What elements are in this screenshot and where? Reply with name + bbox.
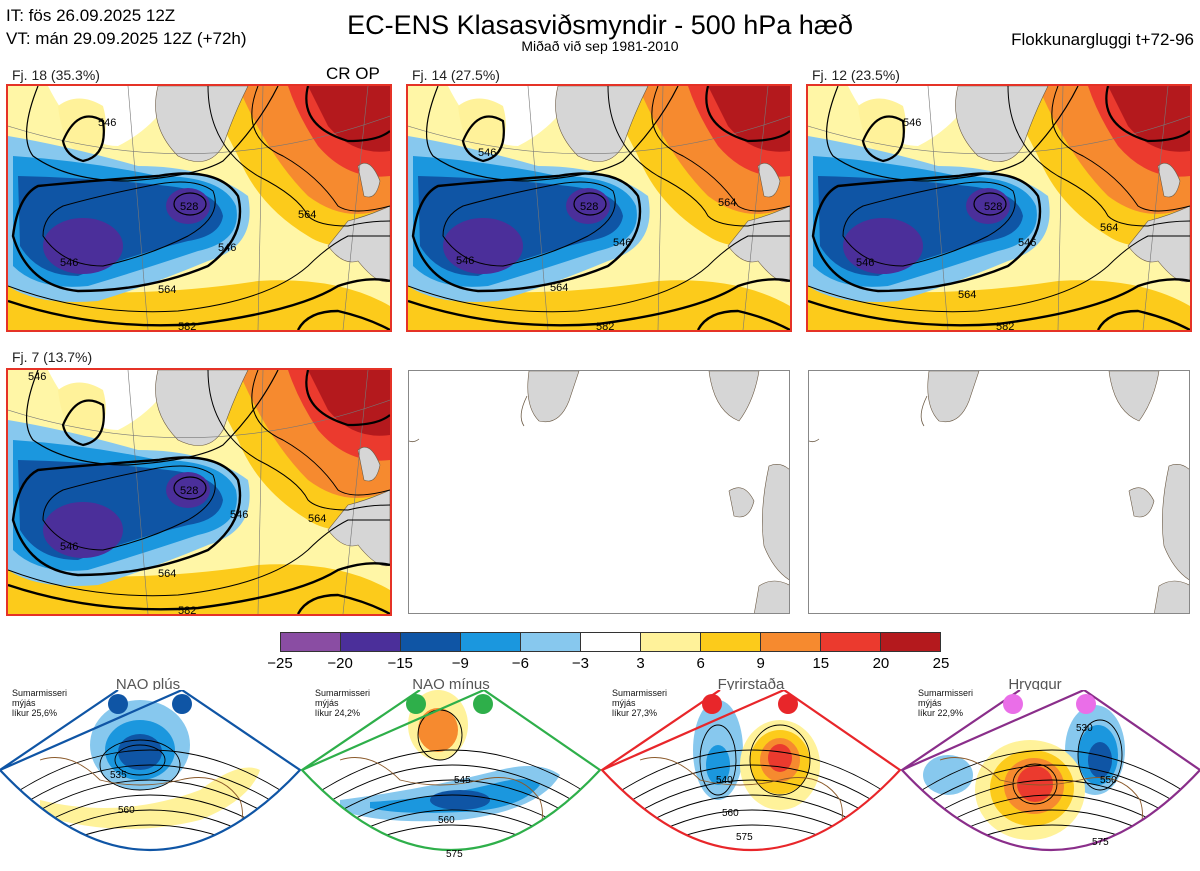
colorbar-swatch [821,633,881,651]
cluster-2-map: 546 528 546 546 564 564 582 [406,84,792,332]
contour-label: 546 [28,371,46,383]
regime-1-info: Sumarmisseri mýjás líkur 25,6% [12,688,68,718]
colorbar-tick: 15 [812,655,830,672]
cluster-3-map: 546 528 546 546 564 564 582 [806,84,1192,332]
contour-label: 560 [438,815,455,826]
contour-label: 575 [736,832,753,843]
regime-1-name: NAO plús [115,676,181,693]
contour-label: 564 [550,282,568,294]
regime-4-info: Sumarmisseri mýjás líkur 22,9% [918,688,974,718]
colorbar-swatch [701,633,761,651]
contour-label: 528 [180,201,198,213]
page-subtitle: Miðað við sep 1981-2010 [521,38,679,54]
contour-label: 528 [984,201,1002,213]
contour-label: 528 [180,485,198,497]
empty-map-2 [808,370,1190,614]
contour-label: 546 [230,509,248,521]
contour-label: 564 [958,289,976,301]
regime-2-name: NAO mínus [412,676,490,693]
colorbar-swatch [881,633,940,651]
contour-label: 546 [60,541,78,553]
colorbar-tick: 6 [696,655,705,672]
colorbar-tick: 20 [872,655,890,672]
classification-window: Flokkunargluggi t+72-96 [1011,30,1194,49]
contour-label: 546 [903,117,921,129]
colorbar-swatch [641,633,701,651]
contour-label: 564 [298,209,316,221]
cluster-1-tag: CR OP [326,64,380,83]
contour-label: 564 [308,513,326,525]
regime-maps: 535 560 545 560 575 5 [0,690,1200,860]
colorbar-tick: −20 [327,655,353,672]
colorbar-swatch [461,633,521,651]
cluster-4-map: 546 528 546 564 564 546 582 [6,368,392,616]
cluster-3-label: Fj. 12 (23.5%) [812,67,900,83]
contour-label: 560 [722,808,739,819]
contour-label: 546 [60,257,78,269]
contour-label: 545 [454,775,471,786]
colorbar-tick: −3 [571,655,590,672]
page-title: EC-ENS Klasasviðsmyndir - 500 hPa hæð [347,10,853,40]
contour-label: 546 [856,257,874,269]
contour-label: 582 [178,605,196,614]
regime-2-info: Sumarmisseri mýjás líkur 24,2% [315,688,371,718]
contour-label: 540 [716,775,733,786]
initial-time: IT: fös 26.09.2025 12Z [6,6,176,25]
colorbar-swatch [281,633,341,651]
colorbar [280,632,941,652]
colorbar-tick: −15 [387,655,413,672]
cluster-1-map: 546 528 546 564 564 546 582 [6,84,392,332]
colorbar-swatch [341,633,401,651]
colorbar-tick: −6 [511,655,529,672]
contour-label: 528 [580,201,598,213]
contour-label: 550 [1100,775,1117,786]
contour-label: 564 [1100,222,1118,234]
colorbar-swatch [761,633,821,651]
colorbar-swatch [521,633,581,651]
contour-label: 564 [158,284,176,296]
colorbar-tick: 3 [636,655,645,672]
contour-label: 546 [456,255,474,267]
colorbar-tick: −25 [267,655,293,672]
cluster-2-label: Fj. 14 (27.5%) [412,67,500,83]
colorbar-tick: −9 [451,655,469,672]
contour-label: 582 [178,321,196,330]
colorbar-tick: 25 [932,655,950,672]
contour-label: 546 [478,147,496,159]
contour-label: 582 [596,321,614,330]
contour-label: 546 [98,117,116,129]
contour-label: 564 [158,568,176,580]
valid-time: VT: mán 29.09.2025 12Z (+72h) [6,29,247,48]
contour-label: 575 [1092,837,1109,848]
header-info: IT: fös 26.09.2025 12Z VT: mán 29.09.202… [6,4,247,50]
cluster-1-label: Fj. 18 (35.3%) [12,67,100,83]
contour-label: 582 [996,321,1014,330]
contour-label: 530 [1076,723,1093,734]
cluster-4-label: Fj. 7 (13.7%) [12,349,93,365]
empty-map-1 [408,370,790,614]
colorbar-swatch [581,633,641,651]
colorbar-swatch [401,633,461,651]
contour-label: 560 [118,805,135,816]
regime-3-info: Sumarmisseri mýjás líkur 27,3% [612,688,668,718]
regime-3-name: Fyrirstaða [717,676,785,693]
contour-label: 535 [110,770,127,781]
contour-label: 546 [613,237,631,249]
contour-label: 575 [446,849,463,860]
colorbar-ticks: −25 −20 −15 −9 −6 −3 3 6 9 15 20 25 [267,655,949,675]
colorbar-tick: 9 [756,655,765,672]
contour-label: 546 [1018,237,1036,249]
contour-label: 564 [718,197,736,209]
contour-label: 546 [218,242,236,254]
regime-4-name: Hryggur [1008,676,1062,693]
